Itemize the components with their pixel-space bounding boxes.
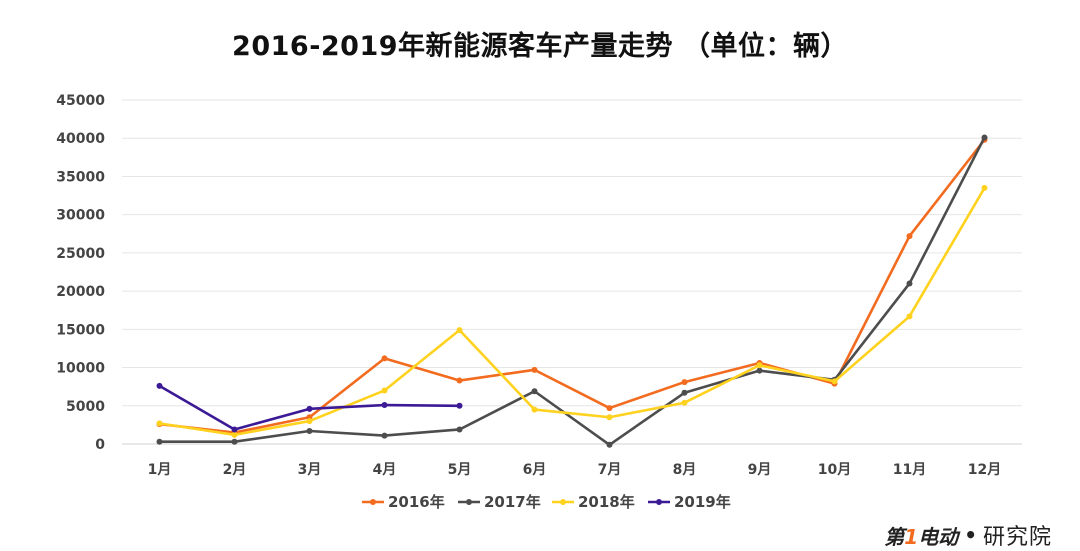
data-point xyxy=(231,426,238,433)
y-tick-label: 25000 xyxy=(56,246,105,262)
y-tick-label: 10000 xyxy=(56,361,105,377)
data-point xyxy=(381,432,388,439)
data-point xyxy=(681,399,688,406)
chart-title: 2016-2019年新能源客车产量走势 （单位：辆） xyxy=(232,31,848,62)
data-point xyxy=(906,233,913,240)
x-tick-label: 3月 xyxy=(298,462,322,478)
data-point xyxy=(606,441,613,448)
series-lines xyxy=(156,134,988,448)
data-point xyxy=(456,426,463,433)
x-tick-label: 11月 xyxy=(893,462,926,478)
data-point xyxy=(156,438,163,445)
data-point xyxy=(981,184,988,191)
brand-mark-prefix: 第 xyxy=(884,524,905,549)
data-point xyxy=(831,378,838,385)
data-point xyxy=(456,402,463,409)
x-tick-label: 9月 xyxy=(748,462,772,478)
legend-label: 2019年 xyxy=(674,493,731,511)
data-point xyxy=(381,402,388,409)
x-tick-label: 2月 xyxy=(223,462,247,478)
data-point xyxy=(906,313,913,320)
series-line xyxy=(159,187,986,437)
x-tick-label: 12月 xyxy=(968,462,1001,478)
brand-separator: • xyxy=(964,523,977,547)
data-point xyxy=(456,377,463,384)
gridlines xyxy=(122,99,1022,445)
legend-marker xyxy=(370,499,376,505)
data-point xyxy=(231,438,238,445)
legend-label: 2018年 xyxy=(578,493,635,511)
x-tick-label: 1月 xyxy=(148,462,172,478)
y-tick-label: 15000 xyxy=(56,322,105,338)
y-tick-label: 35000 xyxy=(56,169,105,185)
series-line xyxy=(159,138,986,434)
data-point xyxy=(756,362,763,369)
data-point xyxy=(306,428,313,435)
data-point xyxy=(681,389,688,396)
x-tick-label: 7月 xyxy=(598,462,622,478)
series-line xyxy=(159,136,986,447)
y-tick-label: 45000 xyxy=(56,93,105,109)
data-point xyxy=(531,366,538,373)
data-point xyxy=(456,327,463,334)
x-tick-label: 5月 xyxy=(448,462,472,478)
data-point xyxy=(156,382,163,389)
x-tick-label: 8月 xyxy=(673,462,697,478)
legend-marker xyxy=(656,499,662,505)
data-point xyxy=(156,420,163,427)
brand-mark-number: 1 xyxy=(904,524,919,549)
data-point xyxy=(231,431,238,438)
y-tick-label: 5000 xyxy=(66,399,105,415)
x-axis: 1月 2月 3月 4月 5月 6月 7月 8月 9月 10月 11月 12月 xyxy=(148,462,1002,478)
brand-mark: 第1电动 xyxy=(884,521,958,550)
data-point xyxy=(381,355,388,362)
data-point xyxy=(306,418,313,425)
legend-marker xyxy=(560,499,566,505)
data-point xyxy=(681,379,688,386)
data-point xyxy=(906,280,913,287)
brand-logo: 第1电动 • 研究院 xyxy=(884,521,1052,550)
data-point xyxy=(606,405,613,412)
data-point xyxy=(981,134,988,141)
data-point xyxy=(531,388,538,395)
data-point xyxy=(756,367,763,374)
y-axis: 0 5000 10000 15000 20000 25000 30000 35000 40000… xyxy=(56,93,105,453)
y-tick-label: 20000 xyxy=(56,284,105,300)
legend-label: 2016年 xyxy=(388,493,445,511)
y-tick-label: 40000 xyxy=(56,131,105,147)
data-point xyxy=(531,406,538,413)
x-tick-label: 4月 xyxy=(373,462,397,478)
data-point xyxy=(381,387,388,394)
y-tick-label: 0 xyxy=(95,437,105,453)
data-point xyxy=(606,414,613,421)
brand-mark-suffix: 电动 xyxy=(918,524,959,549)
legend-marker xyxy=(466,499,472,505)
x-tick-label: 6月 xyxy=(523,462,547,478)
y-tick-label: 30000 xyxy=(56,208,105,224)
legend-label: 2017年 xyxy=(484,493,541,511)
brand-subtitle: 研究院 xyxy=(982,525,1052,550)
data-point xyxy=(306,405,313,412)
x-tick-label: 10月 xyxy=(818,462,851,478)
legend: 2016年 2017年 2018年 2019年 xyxy=(362,493,731,511)
